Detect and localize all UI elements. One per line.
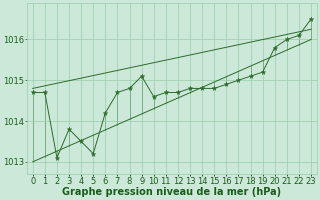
X-axis label: Graphe pression niveau de la mer (hPa): Graphe pression niveau de la mer (hPa) (62, 187, 282, 197)
